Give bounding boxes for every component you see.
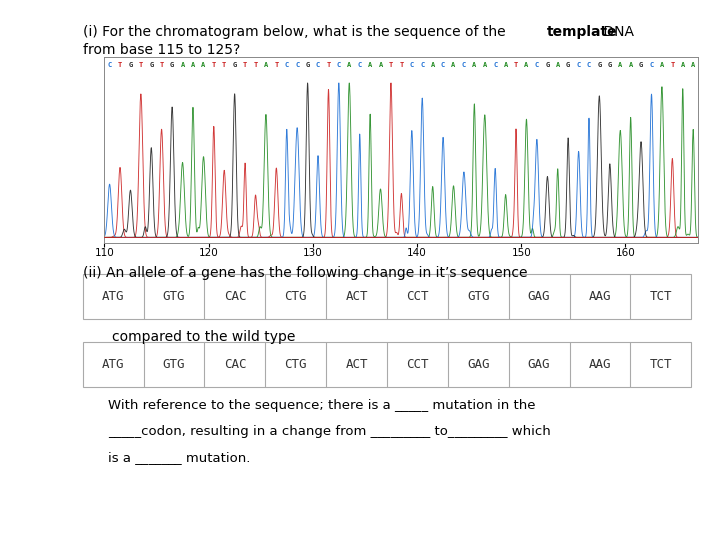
Text: (i) For the chromatogram below, what is the sequence of the: (i) For the chromatogram below, what is …: [83, 25, 510, 39]
Text: TCT: TCT: [649, 290, 672, 303]
Text: GTG: GTG: [163, 358, 185, 371]
Text: G: G: [639, 62, 643, 68]
Text: (ii) An allele of a gene has the following change in it’s sequence: (ii) An allele of a gene has the followi…: [83, 266, 527, 280]
Text: G: G: [170, 62, 174, 68]
Text: G: G: [128, 62, 132, 68]
Text: A: A: [680, 62, 685, 68]
Text: A: A: [368, 62, 372, 68]
Text: GAG: GAG: [467, 358, 490, 371]
Text: A: A: [451, 62, 456, 68]
Text: ATG: ATG: [102, 290, 125, 303]
Text: C: C: [587, 62, 591, 68]
Text: _____codon, resulting in a change from _________ to_________ which: _____codon, resulting in a change from _…: [108, 425, 551, 438]
Text: T: T: [670, 62, 675, 68]
Text: C: C: [107, 62, 112, 68]
Text: T: T: [212, 62, 216, 68]
Text: A: A: [482, 62, 487, 68]
Text: A: A: [347, 62, 351, 68]
Text: C: C: [462, 62, 466, 68]
Text: ATG: ATG: [102, 358, 125, 371]
Text: A: A: [556, 62, 560, 68]
Text: T: T: [139, 62, 143, 68]
Text: C: C: [649, 62, 654, 68]
Text: C: C: [410, 62, 414, 68]
Text: T: T: [222, 62, 226, 68]
Text: CAC: CAC: [224, 358, 246, 371]
Text: T: T: [514, 62, 518, 68]
Text: A: A: [379, 62, 383, 68]
Text: With reference to the sequence; there is a _____ mutation in the: With reference to the sequence; there is…: [108, 399, 536, 412]
Text: ACT: ACT: [346, 290, 368, 303]
Text: C: C: [316, 62, 320, 68]
Text: T: T: [253, 62, 258, 68]
Text: C: C: [358, 62, 362, 68]
Text: C: C: [577, 62, 581, 68]
Text: ACT: ACT: [346, 358, 368, 371]
Text: template: template: [547, 25, 618, 39]
Text: G: G: [598, 62, 601, 68]
Text: T: T: [243, 62, 247, 68]
Text: A: A: [503, 62, 508, 68]
Text: CTG: CTG: [284, 358, 307, 371]
Text: C: C: [284, 62, 289, 68]
Text: DNA: DNA: [599, 25, 634, 39]
Text: CCT: CCT: [406, 358, 428, 371]
Text: TCT: TCT: [649, 358, 672, 371]
Text: A: A: [629, 62, 633, 68]
Text: A: A: [524, 62, 528, 68]
Text: G: G: [608, 62, 612, 68]
Text: A: A: [264, 62, 268, 68]
Text: GTG: GTG: [163, 290, 185, 303]
Text: from base 115 to 125?: from base 115 to 125?: [83, 43, 240, 57]
Text: A: A: [191, 62, 195, 68]
FancyBboxPatch shape: [83, 274, 691, 319]
Text: AAG: AAG: [589, 358, 611, 371]
Text: C: C: [535, 62, 539, 68]
Text: T: T: [326, 62, 330, 68]
Text: C: C: [337, 62, 341, 68]
Text: G: G: [149, 62, 153, 68]
Text: A: A: [181, 62, 185, 68]
Text: T: T: [274, 62, 279, 68]
Text: A: A: [618, 62, 622, 68]
Text: T: T: [160, 62, 164, 68]
Text: C: C: [420, 62, 424, 68]
Text: C: C: [493, 62, 498, 68]
Text: T: T: [118, 62, 122, 68]
Text: A: A: [472, 62, 477, 68]
Text: GAG: GAG: [528, 358, 550, 371]
Text: A: A: [431, 62, 435, 68]
Text: C: C: [441, 62, 445, 68]
Text: G: G: [566, 62, 570, 68]
Text: G: G: [233, 62, 237, 68]
Text: AAG: AAG: [589, 290, 611, 303]
Text: CTG: CTG: [284, 290, 307, 303]
Text: compared to the wild type: compared to the wild type: [112, 330, 295, 344]
Text: is a _______ mutation.: is a _______ mutation.: [108, 451, 251, 464]
FancyBboxPatch shape: [83, 342, 691, 387]
Text: A: A: [691, 62, 696, 68]
Text: GAG: GAG: [528, 290, 550, 303]
Text: C: C: [295, 62, 300, 68]
Text: T: T: [400, 62, 403, 68]
Text: G: G: [305, 62, 310, 68]
Text: T: T: [389, 62, 393, 68]
Text: A: A: [660, 62, 664, 68]
Text: A: A: [202, 62, 205, 68]
Text: GTG: GTG: [467, 290, 490, 303]
Text: G: G: [545, 62, 549, 68]
Text: CAC: CAC: [224, 290, 246, 303]
Text: CCT: CCT: [406, 290, 428, 303]
